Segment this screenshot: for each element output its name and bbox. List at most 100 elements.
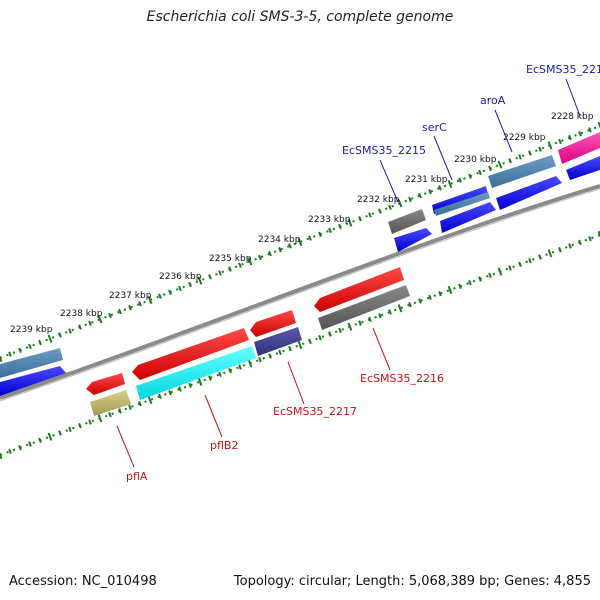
ruler-tick bbox=[128, 404, 132, 411]
ruler-tick bbox=[588, 235, 592, 242]
ruler-tick bbox=[97, 414, 103, 423]
accession-label: Accession: NC_010498 bbox=[9, 574, 157, 589]
ruler-tick bbox=[318, 231, 322, 237]
gene-labels: EcSMS35_2212 aroA serC EcSMS35_2215 EcSM… bbox=[126, 63, 600, 483]
ruler-tick bbox=[478, 276, 482, 282]
ruler-tick bbox=[108, 312, 112, 319]
ruler-tick bbox=[478, 169, 482, 176]
ruler-tick bbox=[397, 199, 403, 208]
gene-bar-gray bbox=[388, 209, 426, 234]
ruler-tick bbox=[218, 270, 222, 276]
ruler-tick bbox=[318, 334, 322, 341]
ruler-tick bbox=[588, 127, 592, 133]
tick-label-2237: 2237 kbp bbox=[109, 291, 152, 301]
ruler-tick bbox=[38, 339, 42, 346]
ruler-tick bbox=[488, 272, 492, 279]
gene-label-pflb2: pflB2 bbox=[210, 439, 238, 452]
ruler-tick bbox=[288, 243, 292, 249]
ruler-tick bbox=[228, 367, 232, 374]
ruler-tick bbox=[68, 426, 72, 433]
ruler-tick bbox=[147, 395, 153, 405]
ruler-tick bbox=[88, 419, 92, 425]
ruler-tick bbox=[497, 267, 503, 276]
ruler-tick bbox=[378, 208, 382, 214]
tick-label-2232: 2232 kbp bbox=[357, 195, 400, 205]
ruler-tick bbox=[558, 138, 562, 145]
gene-bar-steel bbox=[434, 192, 490, 216]
ruler-tick bbox=[328, 227, 332, 234]
ruler-tick bbox=[128, 305, 132, 311]
ruler-tick bbox=[0, 452, 3, 460]
ruler-tick bbox=[538, 254, 542, 260]
tick-label-2239: 2239 kbp bbox=[10, 325, 53, 335]
ruler-tick bbox=[118, 308, 122, 315]
ruler-tick bbox=[178, 386, 182, 392]
ruler-tick bbox=[397, 304, 403, 313]
ruler-tick bbox=[188, 281, 192, 288]
ruler-tick bbox=[218, 371, 222, 378]
ruler-tick bbox=[468, 173, 472, 179]
tick-label-2230: 2230 kbp bbox=[454, 155, 497, 165]
ruler-tick bbox=[338, 327, 342, 334]
gene-label-ecsms35-2217: EcSMS35_2217 bbox=[273, 405, 357, 418]
ruler-tick bbox=[47, 432, 53, 441]
ruler-tick bbox=[597, 230, 600, 238]
ruler-tick bbox=[188, 382, 192, 389]
gene-label-ecsms35-2216: EcSMS35_2216 bbox=[360, 372, 444, 385]
ruler-tick bbox=[447, 179, 453, 189]
ruler-tick bbox=[68, 328, 72, 334]
ruler-tick bbox=[208, 375, 212, 381]
ruler-tick bbox=[418, 298, 422, 304]
ruler-tick bbox=[458, 283, 462, 290]
ruler-tick bbox=[78, 324, 82, 330]
ruler-tick bbox=[288, 345, 292, 352]
gene-label-ecsms35-2215: EcSMS35_2215 bbox=[342, 144, 426, 157]
ruler-tick bbox=[247, 257, 253, 266]
outer-ruler-ticks bbox=[0, 121, 600, 363]
ruler-tick bbox=[578, 131, 582, 137]
tick-label-2231: 2231 kbp bbox=[405, 175, 448, 185]
ruler-tick bbox=[428, 189, 432, 195]
ruler-tick bbox=[178, 285, 182, 292]
ruler-tick bbox=[158, 293, 162, 299]
ruler-tick bbox=[18, 347, 22, 353]
ruler-tick bbox=[168, 389, 172, 396]
ruler-tick bbox=[88, 320, 92, 326]
gene-bar-red bbox=[250, 310, 296, 337]
ruler-tick bbox=[558, 246, 562, 253]
genome-summary: Topology: circular; Length: 5,068,389 bp… bbox=[233, 574, 591, 589]
ruler-tick bbox=[297, 340, 303, 350]
tick-label-2236: 2236 kbp bbox=[159, 272, 202, 282]
ruler-tick bbox=[297, 237, 303, 247]
ruler-tick bbox=[58, 332, 62, 338]
gene-bar-gray bbox=[318, 285, 410, 330]
ruler-tick bbox=[378, 312, 382, 319]
ruler-tick bbox=[358, 216, 362, 222]
tick-label-2238: 2238 kbp bbox=[60, 309, 103, 319]
ruler-tick bbox=[597, 121, 600, 129]
gene-bar-blue bbox=[0, 366, 66, 396]
gene-bar-blue bbox=[440, 202, 496, 233]
gene-bar-pink bbox=[558, 132, 600, 164]
ruler-tick bbox=[258, 254, 262, 261]
ruler-tick bbox=[518, 261, 522, 268]
ruler-tick bbox=[438, 185, 442, 191]
ruler-tick bbox=[338, 223, 342, 230]
top-strand-features bbox=[0, 132, 600, 396]
inner-ruler-ticks bbox=[0, 230, 600, 460]
ruler-tick bbox=[408, 301, 412, 308]
ruler-tick bbox=[308, 338, 312, 345]
ruler-tick bbox=[368, 212, 372, 218]
ruler-tick bbox=[28, 441, 32, 447]
gene-bar-navy bbox=[254, 327, 302, 356]
ruler-tick bbox=[578, 239, 582, 246]
gene-bar-steel bbox=[0, 348, 63, 378]
gene-bar-red bbox=[86, 373, 125, 395]
ruler-tick bbox=[508, 158, 512, 164]
ruler-tick bbox=[238, 364, 242, 370]
gene-bar-blue bbox=[394, 228, 432, 252]
tick-label-2228: 2228 kbp bbox=[551, 112, 594, 122]
ruler-tick bbox=[118, 408, 122, 414]
ruler-tick bbox=[197, 377, 203, 386]
ruler-tick bbox=[518, 154, 522, 160]
